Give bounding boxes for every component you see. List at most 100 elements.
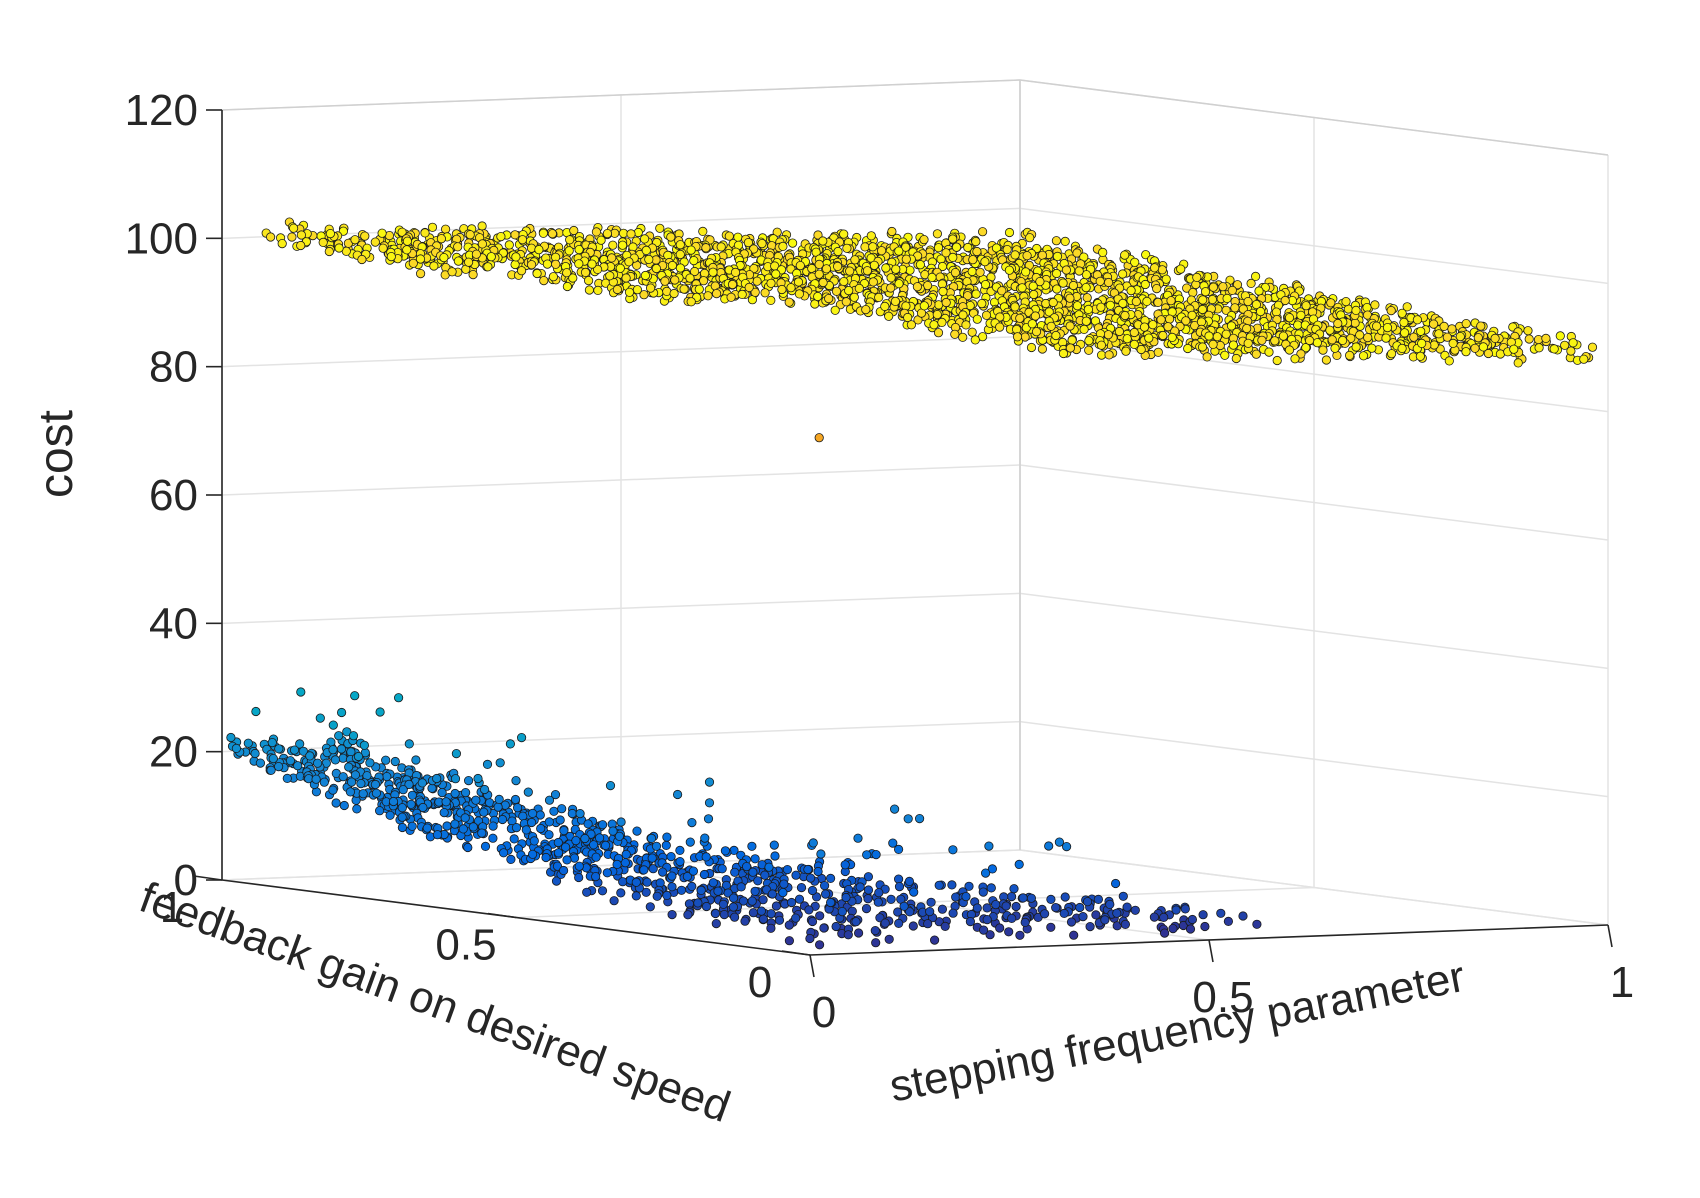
data-point bbox=[370, 779, 380, 790]
data-point bbox=[1212, 332, 1222, 342]
data-point bbox=[1163, 322, 1173, 332]
data-point bbox=[338, 753, 348, 763]
data-point bbox=[977, 298, 987, 309]
data-point bbox=[1254, 286, 1264, 296]
data-point bbox=[698, 226, 708, 236]
data-point bbox=[934, 300, 944, 310]
data-point bbox=[541, 852, 551, 863]
data-point bbox=[494, 794, 504, 805]
data-point bbox=[482, 759, 493, 770]
data-point bbox=[1168, 923, 1178, 934]
data-point bbox=[504, 240, 514, 250]
data-point bbox=[1051, 236, 1062, 246]
data-point bbox=[961, 891, 971, 902]
data-point bbox=[441, 797, 451, 807]
data-point bbox=[971, 289, 981, 299]
data-point bbox=[1130, 257, 1140, 267]
data-point bbox=[977, 227, 988, 237]
data-point bbox=[1052, 268, 1062, 279]
data-point bbox=[771, 269, 781, 279]
data-point bbox=[1051, 902, 1061, 913]
data-point bbox=[689, 255, 699, 266]
data-point bbox=[1111, 878, 1121, 889]
data-point bbox=[1017, 283, 1027, 293]
data-point bbox=[711, 288, 722, 299]
data-point bbox=[825, 897, 836, 908]
labels-layer: cost feedback gain on desired speed step… bbox=[30, 410, 1469, 1132]
data-point bbox=[1216, 908, 1226, 918]
data-point bbox=[1068, 280, 1079, 291]
data-point bbox=[460, 787, 471, 798]
data-point bbox=[853, 928, 864, 938]
data-point bbox=[937, 317, 947, 327]
data-point bbox=[766, 278, 776, 288]
data-point bbox=[675, 240, 685, 250]
data-point bbox=[894, 918, 904, 929]
data-point bbox=[315, 713, 325, 723]
data-point bbox=[874, 888, 884, 898]
data-point bbox=[569, 853, 580, 863]
data-point bbox=[605, 271, 615, 281]
data-point bbox=[863, 872, 874, 882]
data-point bbox=[583, 819, 593, 829]
data-point bbox=[1066, 917, 1077, 927]
data-point bbox=[381, 755, 391, 765]
data-point bbox=[460, 813, 470, 823]
data-point bbox=[965, 916, 976, 927]
data-point bbox=[926, 897, 936, 907]
data-point bbox=[655, 223, 665, 233]
data-point bbox=[718, 899, 729, 909]
data-point bbox=[766, 909, 776, 919]
data-point bbox=[842, 243, 852, 253]
data-point bbox=[451, 748, 461, 759]
data-point bbox=[1060, 236, 1070, 246]
data-point bbox=[893, 844, 904, 855]
data-point bbox=[704, 777, 715, 787]
data-point bbox=[1382, 322, 1393, 333]
data-point bbox=[951, 242, 962, 252]
data-point bbox=[1150, 263, 1160, 273]
data-point bbox=[527, 849, 538, 859]
data-point bbox=[608, 240, 618, 250]
data-point bbox=[450, 774, 461, 784]
data-point bbox=[1018, 893, 1028, 903]
data-point bbox=[1200, 287, 1211, 297]
data-point bbox=[884, 311, 894, 321]
data-point bbox=[1142, 296, 1152, 306]
data-point bbox=[1084, 345, 1094, 355]
data-point bbox=[479, 807, 489, 817]
data-point bbox=[618, 877, 628, 887]
data-point bbox=[700, 833, 710, 843]
data-point bbox=[1104, 350, 1114, 360]
y-tick bbox=[487, 912, 517, 919]
data-point bbox=[1429, 319, 1439, 329]
data-point bbox=[934, 917, 944, 927]
data-point bbox=[689, 266, 700, 277]
data-point bbox=[644, 254, 654, 264]
data-point bbox=[906, 320, 917, 330]
data-point bbox=[901, 254, 911, 264]
data-point bbox=[703, 814, 714, 824]
data-point bbox=[536, 823, 546, 834]
data-point bbox=[1442, 332, 1452, 342]
data-point bbox=[972, 314, 982, 324]
data-point bbox=[750, 854, 760, 864]
data-point bbox=[1308, 314, 1319, 324]
data-point bbox=[850, 255, 860, 265]
data-point bbox=[687, 881, 697, 892]
data-point bbox=[819, 880, 830, 891]
data-point bbox=[1021, 267, 1031, 277]
data-point bbox=[532, 268, 542, 279]
data-point bbox=[1120, 919, 1131, 930]
data-point bbox=[1122, 902, 1132, 912]
data-point bbox=[845, 266, 855, 276]
data-point bbox=[1052, 251, 1063, 261]
data-point bbox=[840, 860, 850, 870]
data-point bbox=[927, 272, 937, 282]
data-point bbox=[985, 930, 995, 940]
data-point bbox=[740, 916, 750, 926]
data-point bbox=[793, 277, 804, 287]
data-point bbox=[266, 765, 276, 775]
data-point bbox=[402, 236, 412, 246]
